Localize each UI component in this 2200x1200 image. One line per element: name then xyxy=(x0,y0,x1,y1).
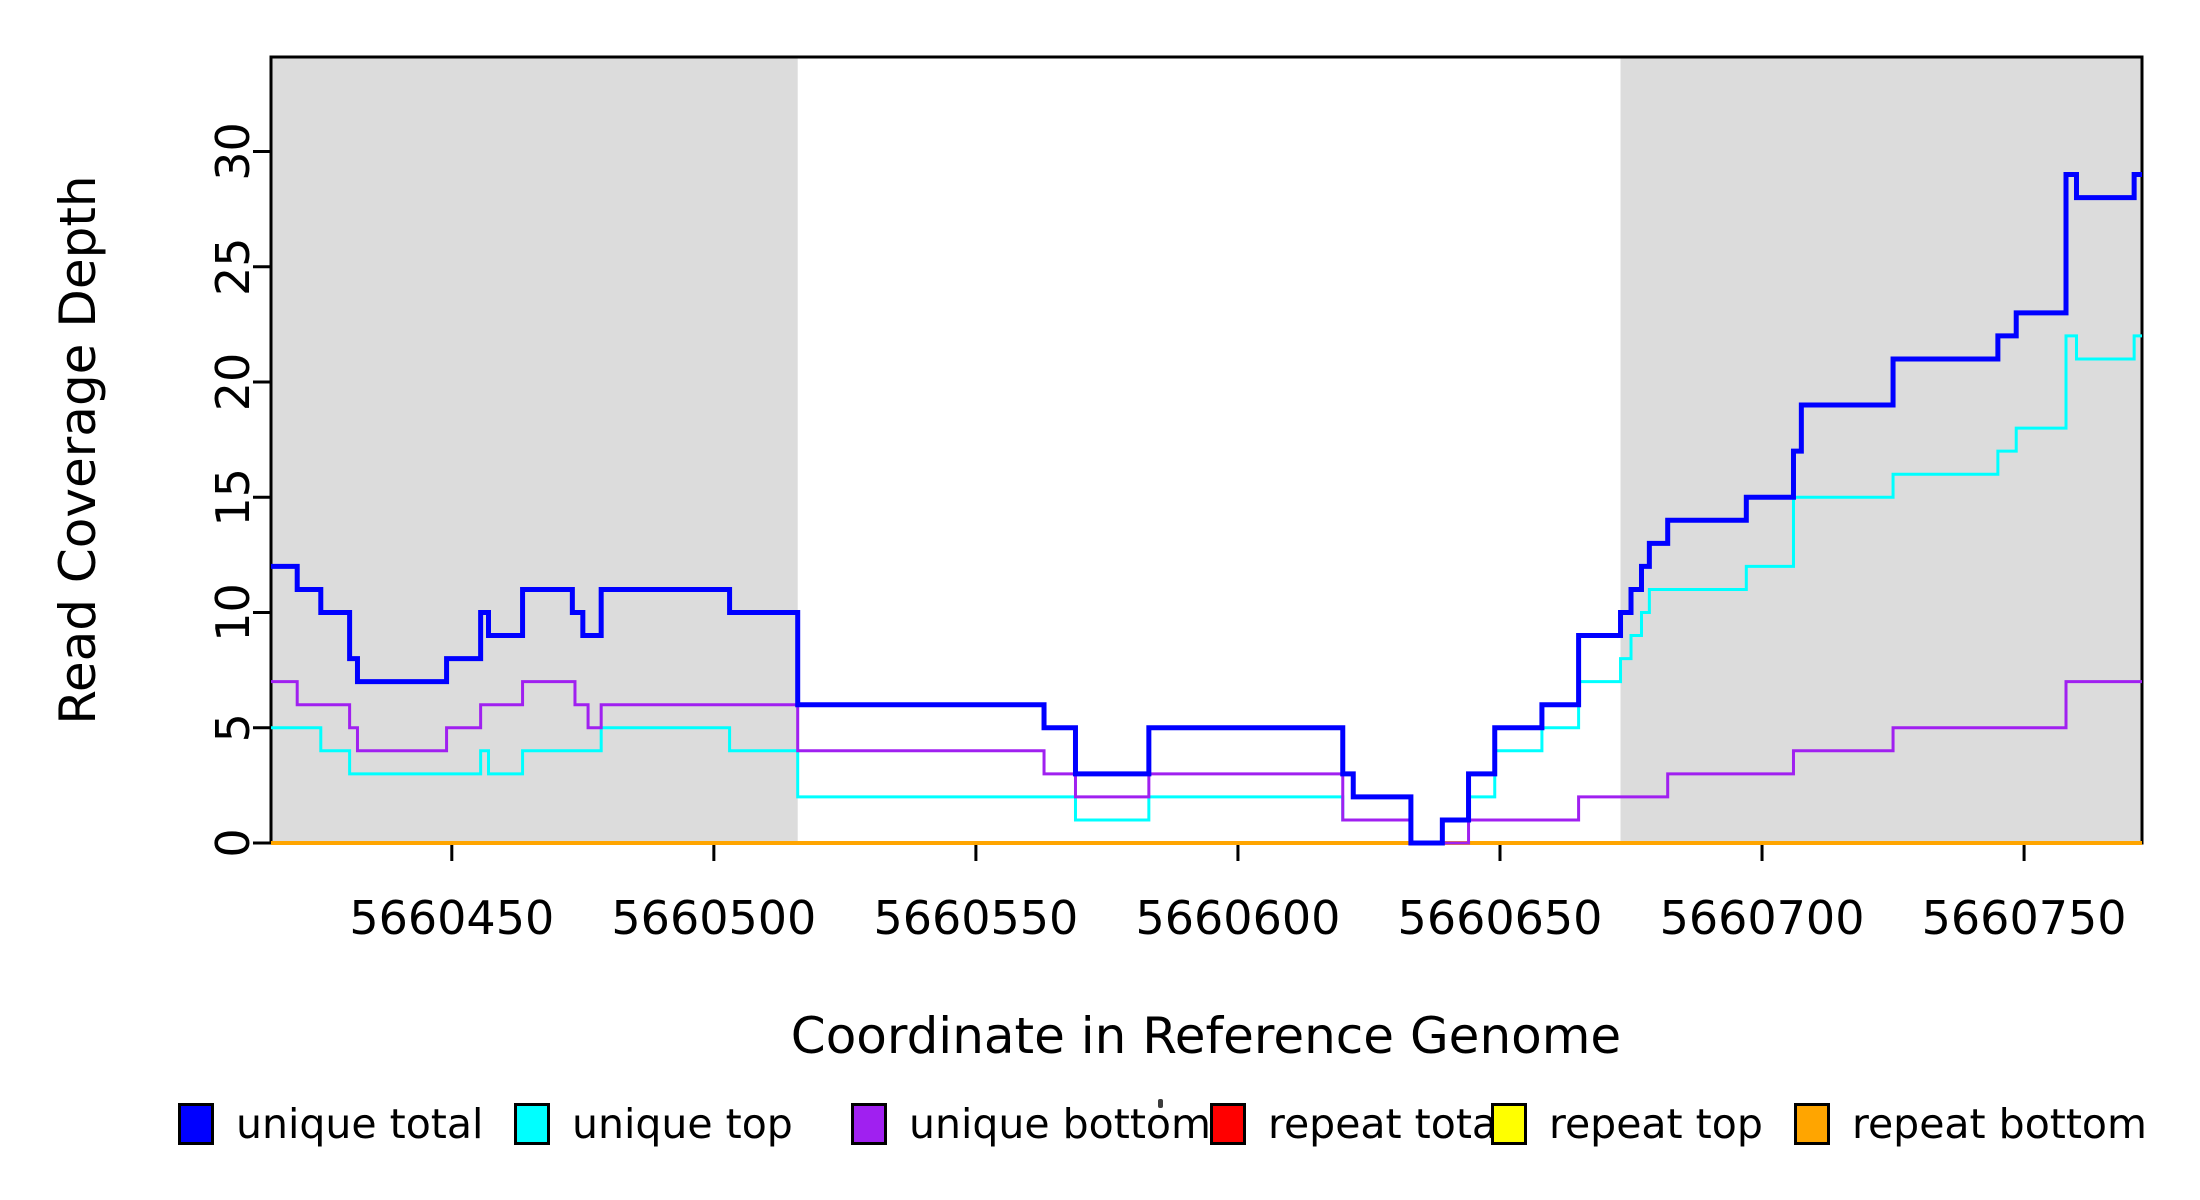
shaded-region xyxy=(271,57,798,843)
x-tick-label: 5660650 xyxy=(1398,891,1603,945)
legend-item-repeat-bottom: repeat bottom xyxy=(1794,1100,2147,1148)
stray-mark xyxy=(1158,1099,1163,1108)
shaded-region xyxy=(1620,57,2142,843)
legend-swatch xyxy=(1794,1103,1830,1145)
x-tick-label: 5660750 xyxy=(1922,891,2127,945)
legend-swatch xyxy=(1210,1103,1246,1145)
legend-item-label: unique total xyxy=(236,1100,484,1148)
y-tick-label: 10 xyxy=(206,583,260,642)
series-line-unique-total xyxy=(271,172,2142,846)
legend-item-label: repeat bottom xyxy=(1852,1100,2147,1148)
x-tick-label: 5660600 xyxy=(1136,891,1341,945)
y-tick-label: 30 xyxy=(206,122,260,181)
x-axis-title: Coordinate in Reference Genome xyxy=(790,1007,1622,1065)
y-axis-title: Read Coverage Depth xyxy=(49,175,107,725)
y-tick-label: 5 xyxy=(206,713,260,742)
x-tick-label: 5660550 xyxy=(873,891,1078,945)
x-tick-label: 5660450 xyxy=(349,891,554,945)
legend-item-label: unique top xyxy=(572,1100,793,1148)
legend-item-repeat-total: repeat total xyxy=(1210,1100,1508,1148)
legend-item-label: repeat top xyxy=(1549,1100,1763,1148)
legend-item-unique-total: unique total xyxy=(178,1100,483,1148)
legend-item-label: repeat total xyxy=(1268,1100,1509,1148)
legend-swatch xyxy=(851,1103,887,1145)
x-tick-label: 5660700 xyxy=(1660,891,1865,945)
legend-swatch xyxy=(1491,1103,1527,1145)
y-tick-label: 0 xyxy=(206,828,260,857)
y-tick-label: 20 xyxy=(206,353,260,412)
x-tick-label: 5660500 xyxy=(611,891,816,945)
series-line-unique-bottom xyxy=(271,680,2142,845)
legend-swatch xyxy=(178,1103,214,1145)
legend-item-repeat-top: repeat top xyxy=(1491,1100,1763,1148)
y-tick-label: 15 xyxy=(206,468,260,527)
legend-item-unique-bottom: unique bottom xyxy=(851,1100,1211,1148)
y-tick-label: 25 xyxy=(206,237,260,296)
legend-item-label: unique bottom xyxy=(909,1100,1211,1148)
legend-swatch xyxy=(514,1103,550,1145)
legend-item-unique-top: unique top xyxy=(514,1100,793,1148)
